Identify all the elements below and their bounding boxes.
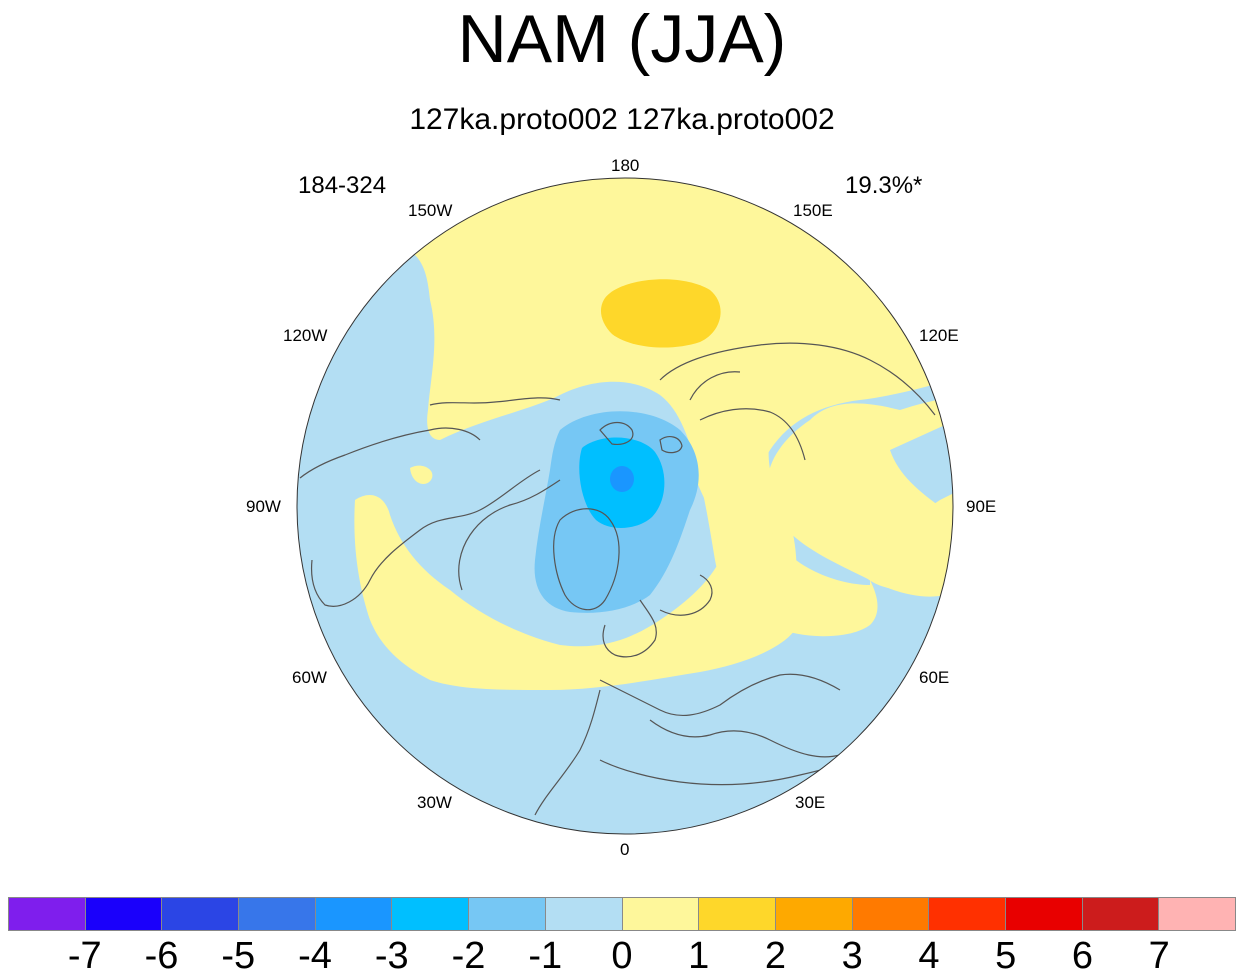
colorbar-box [392, 898, 470, 930]
colorbar-box [699, 898, 776, 930]
colorbar-box [1005, 898, 1083, 930]
corner-right-label: 19.3%* [845, 172, 923, 199]
colorbar-box [775, 898, 853, 930]
colorbar-tick-label: -1 [528, 935, 563, 977]
colorbar-box [545, 898, 623, 930]
colorbar-box [162, 898, 240, 930]
lon-label-180: 180 [611, 156, 640, 175]
colorbar-tick-label: 2 [764, 935, 787, 977]
colorbar-box [929, 898, 1006, 930]
colorbar-tick-label: -5 [221, 935, 256, 977]
colorbar-tick-label: 4 [918, 935, 940, 977]
lon-label-60e: 60E [919, 668, 950, 687]
lon-label-120w: 120W [283, 326, 328, 345]
figure-title: NAM (JJA) [457, 1, 787, 77]
colorbar-tick-label: 7 [1148, 935, 1170, 977]
lon-label-30e: 30E [795, 793, 826, 812]
lon-label-30w: 30W [417, 793, 452, 812]
lon-label-150w: 150W [408, 201, 453, 220]
positive-region-atlantic [354, 495, 795, 690]
colorbar-tick-label: -3 [374, 935, 409, 977]
colorbar-box [85, 898, 163, 930]
lon-label-150e: 150E [793, 201, 833, 220]
colorbar-box [315, 898, 393, 930]
colorbar [8, 897, 1236, 931]
globe-border [296, 177, 954, 835]
colorbar-box [1082, 898, 1160, 930]
coastlines [299, 342, 936, 816]
positive-region-north-pacific [297, 178, 953, 637]
colorbar-tick-label: 0 [611, 935, 633, 977]
colorbar-tick-label: 5 [995, 935, 1017, 977]
positive-blob-west [410, 465, 433, 484]
colorbar-tick-label: 1 [688, 935, 710, 977]
colorbar-box [1159, 898, 1235, 930]
negative-region-4 [610, 466, 634, 492]
colorbar-box [469, 898, 546, 930]
colorbar-box [852, 898, 930, 930]
colorbar-tick-label: -4 [298, 935, 332, 977]
colorbar-tick-label: -2 [451, 935, 486, 977]
colorbar-tick-label: 6 [1071, 935, 1094, 977]
colorbar-tick-label: -7 [67, 935, 102, 977]
lon-label-90e: 90E [966, 497, 997, 516]
colorbar-box [622, 898, 700, 930]
positive-region-east [860, 470, 953, 594]
figure-subtitle: 127ka.proto002 127ka.proto002 [409, 103, 835, 136]
lon-label-60w: 60W [292, 668, 327, 687]
corner-left-label: 184-324 [298, 172, 387, 199]
lon-label-90w: 90W [246, 497, 281, 516]
lon-label-120e: 120E [919, 326, 959, 345]
colorbar-tick-label: 3 [841, 935, 863, 977]
colorbar-box [239, 898, 316, 930]
colorbar-box [9, 898, 86, 930]
lon-label-0: 0 [620, 840, 630, 859]
positive-region-2 [600, 279, 721, 348]
colorbar-tick-label: -6 [144, 935, 179, 977]
